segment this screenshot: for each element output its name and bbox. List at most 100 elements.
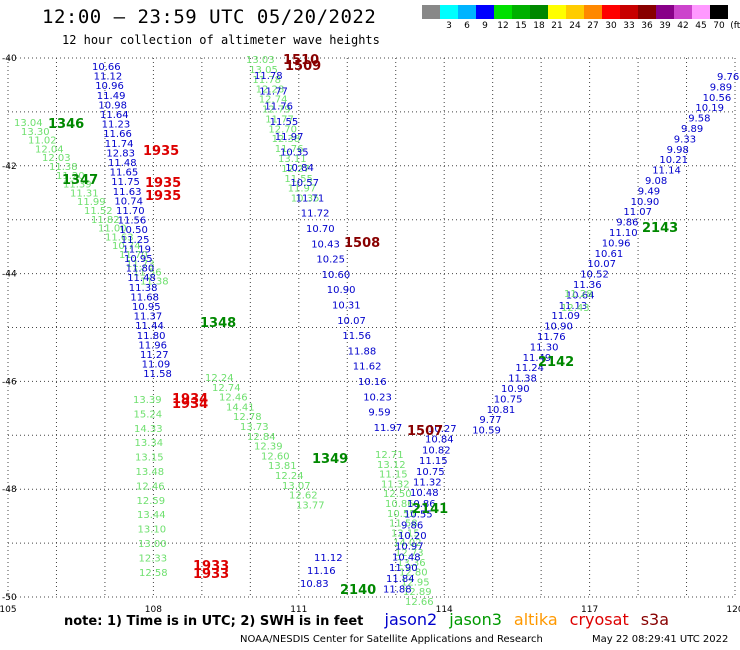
wave-height-value: 11.73: [126, 259, 155, 270]
wave-height-value: 10.20: [398, 531, 427, 542]
satellite-name: s3a: [640, 610, 670, 629]
wave-height-value: 13.07: [282, 481, 311, 492]
longitude-label: 111: [290, 605, 307, 615]
pass-time-tag: 1934: [172, 397, 208, 412]
pass-time-tag: 1510: [283, 53, 319, 68]
legend-tick-label: 30: [605, 21, 617, 31]
wave-height-value: 13.10: [138, 525, 167, 536]
wave-height-value: 13.12: [377, 460, 406, 471]
wave-height-value: 11.39: [63, 180, 92, 191]
wave-height-value: 13.73: [240, 422, 269, 433]
latitude-label: -42: [2, 162, 17, 172]
wave-height-value: 10.57: [290, 178, 319, 189]
legend-swatch: [710, 5, 728, 19]
legend-swatch: [458, 5, 476, 19]
longitude-label: 117: [581, 605, 598, 615]
wave-height-value: 11.68: [130, 292, 159, 303]
satellite-legend: jason2 jason3 altika cryosat s3a: [385, 610, 682, 629]
wave-height-value: 11.15: [379, 470, 408, 481]
pass-time-tag: 1349: [312, 452, 348, 467]
wave-height-value: 12.95: [401, 577, 430, 588]
wave-height-value: 10.52: [580, 270, 609, 281]
wave-height-value: 11.70: [119, 250, 148, 261]
wave-height-value: 12.04: [35, 144, 64, 155]
wave-height-value: 12.74: [259, 95, 288, 106]
wave-height-value: 13.15: [135, 453, 164, 464]
legend-swatches: [422, 5, 740, 19]
wave-height-value: 13.81: [268, 461, 297, 472]
legend-tick-label: 6: [464, 21, 470, 31]
wave-height-value: 11.19: [122, 244, 151, 255]
wave-height-value: 11.28: [564, 289, 593, 300]
wave-height-value: 13.11: [278, 154, 307, 165]
wave-height-value: 11.36: [573, 280, 602, 291]
wave-height-value: 11.38: [508, 374, 537, 385]
latitude-label: -40: [2, 54, 17, 64]
wave-height-value: 12.74: [212, 383, 241, 394]
wave-height-value: 10.86: [407, 499, 436, 510]
wave-height-value: 10.74: [114, 196, 143, 207]
wave-height-value: 12.50: [383, 489, 412, 500]
wave-height-value: 12.38: [272, 134, 301, 145]
wave-height-value: 10.90: [327, 285, 356, 296]
wave-height-value: 11.20: [56, 171, 85, 182]
map-grid: [7, 57, 736, 598]
wave-height-value: 10.82: [422, 445, 451, 456]
wave-height-value: 9.86: [401, 520, 423, 531]
wave-height-value: 13.48: [136, 467, 165, 478]
pass-time-tag: 1935: [145, 176, 181, 191]
pass-time-tag: 1935: [143, 144, 179, 159]
wave-height-value: 13.00: [138, 539, 167, 550]
wave-height-value: 12.78: [233, 412, 262, 423]
wave-height-value: 11.14: [652, 166, 681, 177]
wave-height-value: 11.07: [623, 207, 652, 218]
wave-height-value: 11.97: [374, 423, 403, 434]
wave-height-value: 11.76: [264, 102, 293, 113]
legend-swatch: [548, 5, 566, 19]
legend-tick-label: 27: [587, 21, 599, 31]
legend-tick-label: 3: [446, 21, 452, 31]
satellite-name: jason3: [449, 610, 502, 629]
wave-height-value: 11.64: [100, 110, 129, 121]
wave-height-value: 10.16: [358, 377, 387, 388]
wave-height-value: 12.03: [42, 153, 71, 164]
wave-height-value: 10.98: [98, 100, 127, 111]
wave-height-value: 10.75: [494, 394, 523, 405]
wave-height-value: 11.63: [105, 232, 134, 243]
legend-tick-label: 39: [659, 21, 671, 31]
wave-height-value: 9.89: [681, 124, 703, 135]
pass-time-tag: 1346: [48, 117, 84, 132]
wave-height-value: 11.12: [314, 553, 343, 564]
wave-height-value: 10.55: [387, 509, 416, 520]
wave-height-value: 11.96: [138, 340, 167, 351]
wave-height-value: 11.38: [140, 276, 169, 287]
wave-height-value: 9.59: [368, 408, 390, 419]
wave-height-value: 12.39: [254, 442, 283, 453]
wave-height-value: 11.30: [530, 342, 559, 353]
wave-height-value: 11.78: [252, 75, 281, 86]
wave-height-value: 11.10: [609, 228, 638, 239]
wave-height-value: 12.73: [395, 548, 424, 559]
wave-height-value: 11.55: [284, 174, 313, 185]
legend-tick-label: 9: [482, 21, 488, 31]
legend-tick-label: 36: [641, 21, 653, 31]
legend-swatch: [674, 5, 692, 19]
wave-height-value: 10.19: [695, 103, 724, 114]
wave-height-value: 10.84: [425, 435, 454, 446]
wave-height-value: 12.43: [561, 303, 590, 314]
wave-height-value: 11.31: [70, 188, 99, 199]
wave-height-value: 11.66: [103, 129, 132, 140]
wave-height-value: 11.76: [275, 144, 304, 155]
legend-tick-label: 18: [533, 21, 545, 31]
pass-time-tag: 2142: [538, 355, 574, 370]
wave-height-value: 13.77: [296, 500, 325, 511]
wave-height-value: 10.25: [316, 255, 345, 266]
wave-height-value: 10.48: [392, 552, 421, 563]
wave-height-value: 12.60: [261, 451, 290, 462]
wave-height-value: 10.21: [659, 155, 688, 166]
wave-height-value: 11.24: [515, 363, 544, 374]
wave-height-value: 10.95: [132, 302, 161, 313]
wave-height-value: 11.48: [127, 273, 156, 284]
